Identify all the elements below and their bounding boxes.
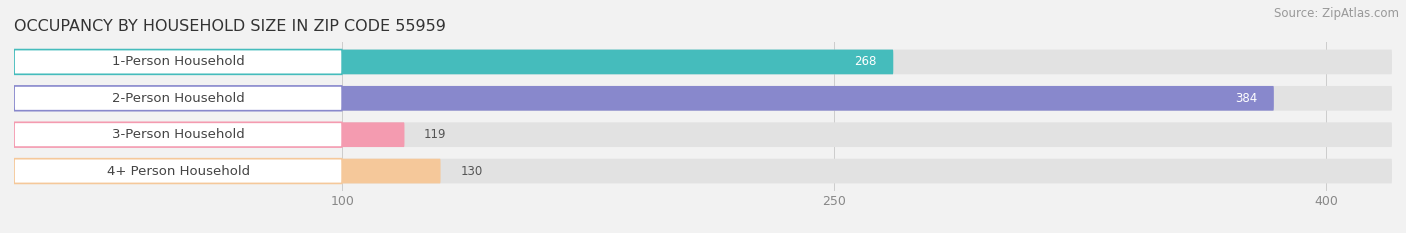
Text: 384: 384 (1236, 92, 1257, 105)
Text: 268: 268 (855, 55, 877, 69)
Text: 3-Person Household: 3-Person Household (111, 128, 245, 141)
FancyBboxPatch shape (14, 50, 1392, 74)
FancyBboxPatch shape (14, 159, 1392, 183)
Text: 130: 130 (460, 164, 482, 178)
Text: 2-Person Household: 2-Person Household (111, 92, 245, 105)
FancyBboxPatch shape (14, 122, 1392, 147)
Text: Source: ZipAtlas.com: Source: ZipAtlas.com (1274, 7, 1399, 20)
FancyBboxPatch shape (14, 122, 405, 147)
FancyBboxPatch shape (14, 50, 342, 74)
Text: 119: 119 (425, 128, 447, 141)
FancyBboxPatch shape (14, 159, 342, 183)
FancyBboxPatch shape (14, 50, 893, 74)
Text: 4+ Person Household: 4+ Person Household (107, 164, 250, 178)
FancyBboxPatch shape (14, 86, 1392, 111)
FancyBboxPatch shape (14, 86, 342, 111)
FancyBboxPatch shape (14, 86, 1274, 111)
FancyBboxPatch shape (14, 159, 440, 183)
Text: 1-Person Household: 1-Person Household (111, 55, 245, 69)
Text: OCCUPANCY BY HOUSEHOLD SIZE IN ZIP CODE 55959: OCCUPANCY BY HOUSEHOLD SIZE IN ZIP CODE … (14, 19, 446, 34)
FancyBboxPatch shape (14, 122, 342, 147)
